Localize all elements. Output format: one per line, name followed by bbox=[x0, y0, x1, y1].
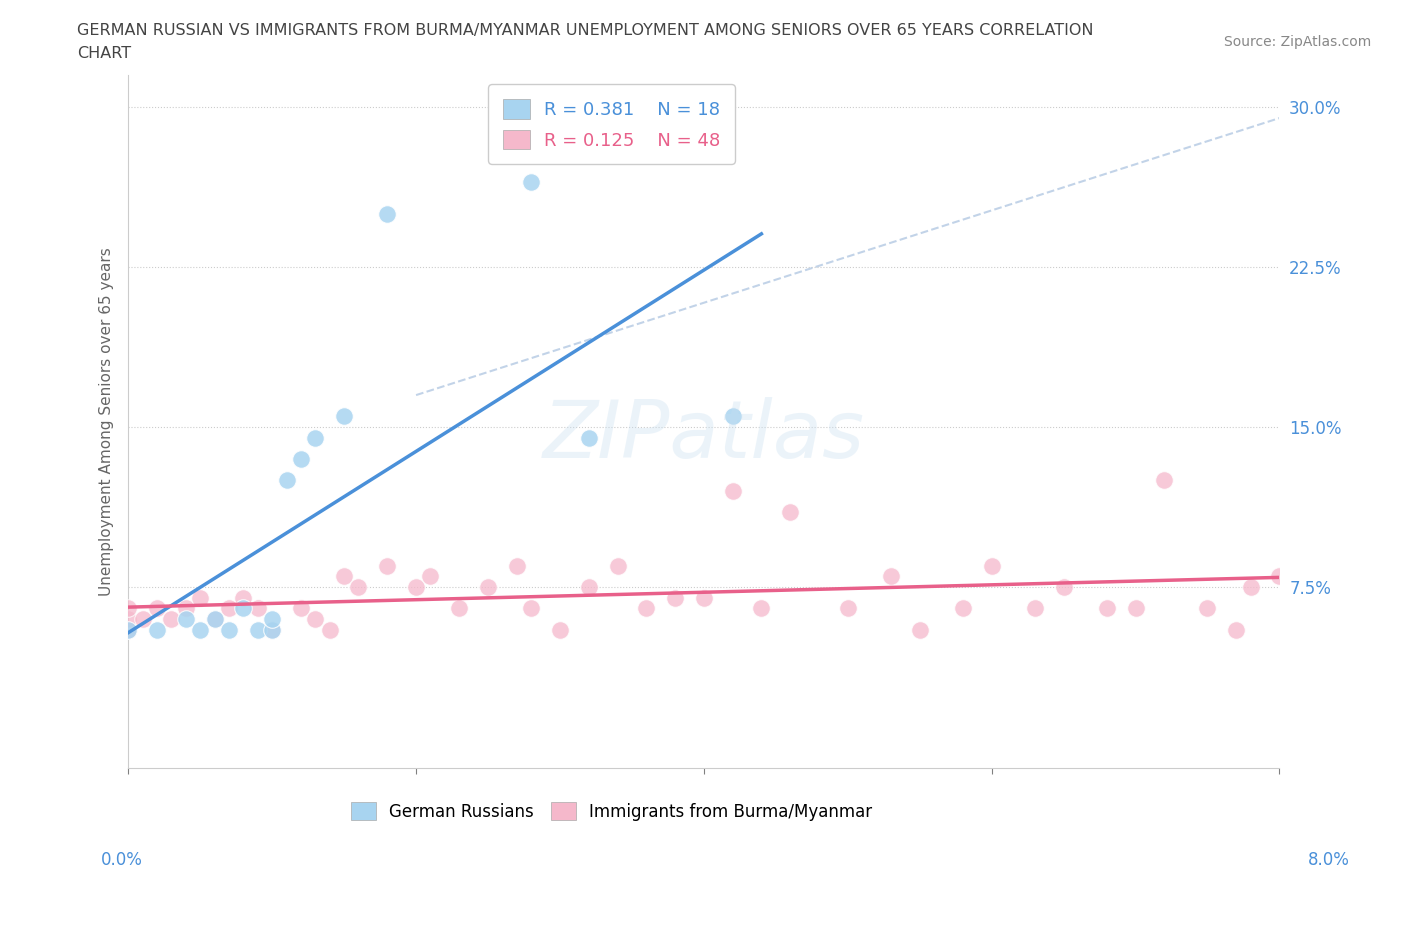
Point bbox=[578, 579, 600, 594]
Text: 0.0%: 0.0% bbox=[101, 851, 143, 870]
Point bbox=[117, 601, 139, 616]
Point bbox=[204, 611, 226, 626]
Point bbox=[232, 601, 254, 616]
Point bbox=[218, 622, 240, 637]
Point bbox=[160, 611, 183, 626]
Point bbox=[262, 622, 284, 637]
Point bbox=[880, 569, 903, 584]
Point bbox=[246, 622, 269, 637]
Text: 8.0%: 8.0% bbox=[1308, 851, 1350, 870]
Point bbox=[188, 591, 211, 605]
Point bbox=[636, 601, 658, 616]
Point bbox=[117, 622, 139, 637]
Point bbox=[721, 484, 744, 498]
Point bbox=[693, 591, 716, 605]
Point bbox=[375, 206, 398, 221]
Point bbox=[548, 622, 571, 637]
Point bbox=[664, 591, 686, 605]
Point bbox=[1225, 622, 1247, 637]
Point bbox=[174, 611, 197, 626]
Point bbox=[837, 601, 859, 616]
Point bbox=[606, 558, 628, 573]
Point bbox=[405, 579, 427, 594]
Point bbox=[1268, 569, 1291, 584]
Point bbox=[520, 175, 543, 190]
Point bbox=[232, 591, 254, 605]
Point bbox=[333, 569, 356, 584]
Point bbox=[117, 611, 139, 626]
Point bbox=[304, 611, 326, 626]
Text: CHART: CHART bbox=[77, 46, 131, 61]
Point bbox=[276, 472, 298, 487]
Point bbox=[262, 622, 284, 637]
Point bbox=[1052, 579, 1074, 594]
Point bbox=[375, 558, 398, 573]
Point bbox=[1125, 601, 1147, 616]
Point bbox=[188, 622, 211, 637]
Point bbox=[290, 601, 312, 616]
Y-axis label: Unemployment Among Seniors over 65 years: Unemployment Among Seniors over 65 years bbox=[100, 247, 114, 596]
Point bbox=[218, 601, 240, 616]
Point bbox=[290, 452, 312, 467]
Point bbox=[204, 611, 226, 626]
Point bbox=[146, 622, 169, 637]
Point bbox=[319, 622, 342, 637]
Point bbox=[578, 431, 600, 445]
Point bbox=[1095, 601, 1118, 616]
Point bbox=[952, 601, 974, 616]
Text: ZIPatlas: ZIPatlas bbox=[543, 396, 865, 474]
Point bbox=[304, 431, 326, 445]
Point bbox=[333, 409, 356, 424]
Legend: German Russians, Immigrants from Burma/Myanmar: German Russians, Immigrants from Burma/M… bbox=[343, 793, 880, 829]
Point bbox=[751, 601, 773, 616]
Point bbox=[347, 579, 370, 594]
Point bbox=[908, 622, 931, 637]
Point bbox=[1153, 472, 1175, 487]
Point bbox=[721, 409, 744, 424]
Point bbox=[1197, 601, 1219, 616]
Point bbox=[1240, 579, 1263, 594]
Point bbox=[477, 579, 499, 594]
Point bbox=[262, 611, 284, 626]
Point bbox=[980, 558, 1002, 573]
Text: Source: ZipAtlas.com: Source: ZipAtlas.com bbox=[1223, 35, 1371, 49]
Point bbox=[117, 622, 139, 637]
Point bbox=[779, 505, 801, 520]
Point bbox=[419, 569, 441, 584]
Point bbox=[131, 611, 153, 626]
Point bbox=[449, 601, 471, 616]
Point bbox=[506, 558, 529, 573]
Point bbox=[146, 601, 169, 616]
Point bbox=[520, 601, 543, 616]
Text: GERMAN RUSSIAN VS IMMIGRANTS FROM BURMA/MYANMAR UNEMPLOYMENT AMONG SENIORS OVER : GERMAN RUSSIAN VS IMMIGRANTS FROM BURMA/… bbox=[77, 23, 1094, 38]
Point bbox=[246, 601, 269, 616]
Point bbox=[174, 601, 197, 616]
Point bbox=[1024, 601, 1046, 616]
